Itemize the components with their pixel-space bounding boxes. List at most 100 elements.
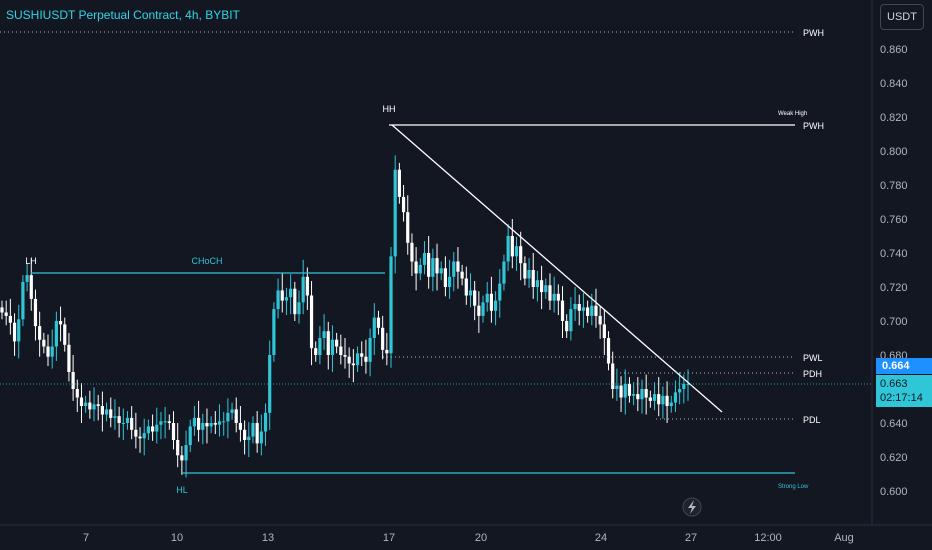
last-price-tag: 0.664 — [876, 358, 932, 374]
candle-body — [335, 339, 339, 347]
currency-button[interactable]: USDT — [880, 4, 924, 30]
candle-body — [661, 395, 665, 405]
candle-body — [355, 353, 360, 366]
candle-body — [623, 383, 627, 398]
candle-body — [410, 242, 414, 262]
hh-label: HH — [383, 104, 396, 114]
candle-body — [481, 302, 485, 316]
candle-body — [293, 288, 297, 315]
candle-body — [330, 339, 335, 355]
candle-body — [632, 394, 636, 396]
candle-body — [171, 423, 176, 440]
time-tick-label: 27 — [685, 532, 697, 544]
candle-body — [385, 349, 389, 354]
candle-body — [460, 271, 464, 279]
candle-body — [498, 283, 502, 301]
candle-body — [397, 169, 401, 197]
candle-body — [109, 409, 113, 418]
candle-body — [213, 423, 217, 425]
candle-body — [163, 421, 167, 423]
time-tick-label: 20 — [475, 532, 487, 544]
time-tick-label: 7 — [83, 532, 89, 544]
candle-body — [372, 317, 376, 338]
candle-body — [427, 253, 431, 277]
candle-body — [381, 327, 385, 350]
candle-body — [435, 258, 439, 274]
candle-body — [686, 383, 690, 385]
candle-body — [577, 304, 581, 311]
time-tick-label: 10 — [171, 532, 183, 544]
price-tick-label: 0.600 — [880, 486, 908, 498]
candle-body — [301, 276, 305, 303]
pdl-label: PDL — [803, 415, 821, 425]
candle-body — [117, 416, 121, 423]
candle-body — [673, 392, 678, 403]
candle-body — [502, 261, 506, 284]
candle-body — [531, 270, 535, 287]
lightning-icon[interactable] — [682, 497, 702, 517]
candle-body — [289, 288, 293, 298]
choch-label: CHoCH — [191, 256, 222, 266]
candle-body — [58, 321, 63, 325]
candle-body — [431, 258, 435, 277]
candle-body — [125, 417, 130, 423]
candle-body — [376, 317, 381, 328]
current-price-value: 0.663 — [880, 378, 908, 390]
candle-body — [477, 305, 481, 316]
candle-body — [644, 389, 648, 398]
price-tick-label: 0.780 — [880, 180, 908, 192]
candle-body — [678, 389, 682, 393]
pwl-label: PWL — [803, 353, 823, 363]
candle-body — [594, 305, 598, 316]
candle-body — [510, 236, 514, 257]
candle-body — [201, 423, 205, 430]
candle-body — [627, 383, 632, 396]
candle-body — [636, 394, 640, 400]
candle-body — [96, 404, 100, 406]
lightning-icon-bolt — [688, 500, 696, 514]
candle-body — [42, 339, 46, 347]
candle-body — [619, 385, 623, 398]
candle-body — [0, 307, 4, 313]
candle-body — [259, 431, 263, 444]
candle-body — [309, 295, 314, 349]
candle-body — [506, 236, 510, 262]
candle-body — [284, 297, 289, 301]
candle-body — [452, 261, 456, 277]
price-tick-label: 0.700 — [880, 316, 908, 328]
pdh-label: PDH — [803, 369, 822, 379]
candle-body — [138, 436, 142, 439]
candle-body — [573, 304, 577, 310]
price-tick-label: 0.640 — [880, 418, 908, 430]
candle-body — [682, 383, 686, 389]
candle-body — [280, 290, 284, 301]
candle-body — [297, 302, 301, 315]
candle-body — [4, 312, 8, 316]
candle-body — [150, 426, 155, 432]
candle-body — [519, 246, 523, 264]
candle-body — [230, 409, 234, 413]
candle-body — [569, 309, 573, 332]
current-price-tag: 0.663 02:17:14 — [876, 375, 932, 407]
candle-body — [305, 276, 309, 296]
candle-body — [75, 389, 79, 398]
candle-body — [422, 253, 427, 265]
candle-body — [88, 402, 92, 410]
candle-body — [485, 293, 489, 303]
time-tick-label: 17 — [383, 532, 395, 544]
candle-body — [146, 426, 151, 434]
candle-body — [602, 324, 606, 338]
candle-body — [121, 423, 125, 424]
candle-body — [176, 440, 180, 456]
candle-body — [205, 423, 209, 427]
symbol-title[interactable]: SUSHIUSDT Perpetual Contract, 4h, BYBIT — [6, 8, 240, 22]
time-tick-label: 13 — [262, 532, 274, 544]
candle-body — [347, 356, 351, 364]
price-tick-label: 0.720 — [880, 282, 908, 294]
candle-body — [100, 406, 104, 415]
candle-body — [560, 300, 565, 321]
candle-body — [130, 417, 134, 430]
candle-body — [12, 322, 17, 342]
candle-body — [318, 338, 322, 355]
